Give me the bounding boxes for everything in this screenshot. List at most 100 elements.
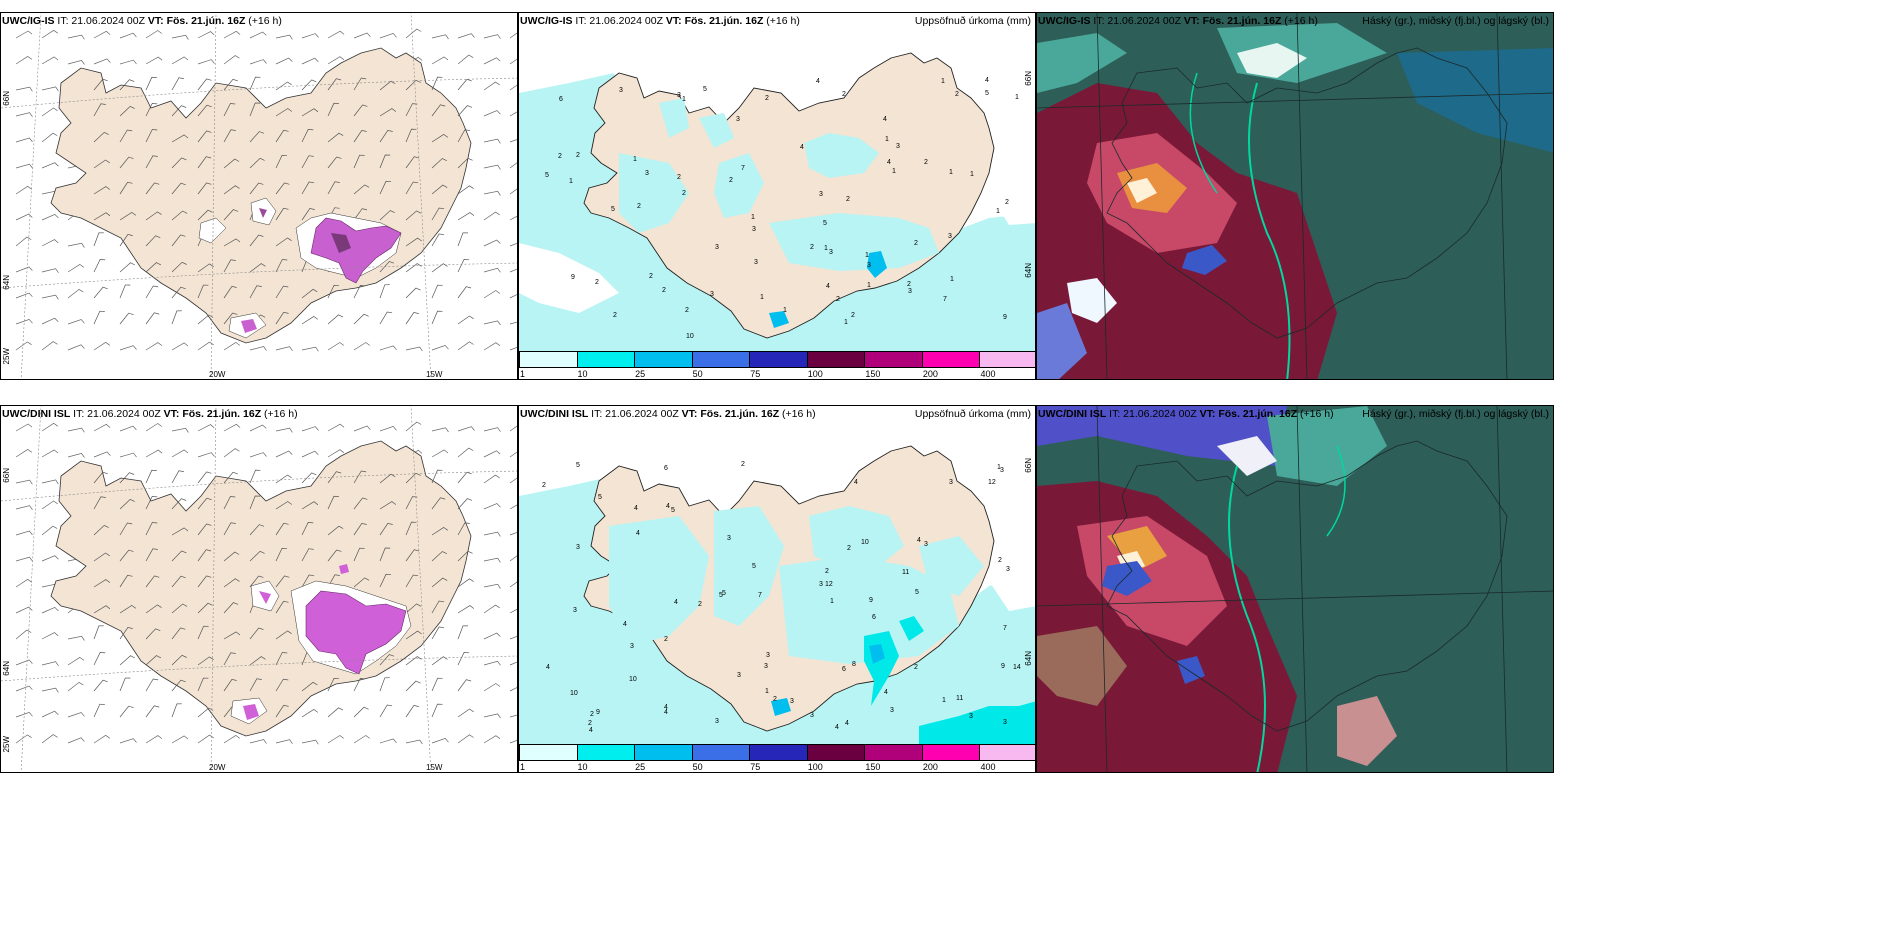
wind-barb	[15, 530, 33, 536]
wind-barb	[275, 522, 289, 536]
legend-label: 1	[520, 369, 526, 379]
wind-barb	[41, 294, 59, 300]
wind-barb	[171, 575, 186, 588]
legend-label: 25	[635, 762, 646, 772]
panel-wind-bottom: UWC/DINI ISL IT: 21.06.2024 00Z VT: Fös.…	[0, 405, 518, 773]
lead-time: (+16 h)	[248, 15, 282, 27]
wind-barb	[379, 738, 397, 744]
wind-barb	[327, 449, 345, 458]
wind-barb	[249, 346, 267, 351]
precip-sea-field	[519, 93, 1035, 353]
panel-variable-label: Háský (gr.), miðský (fj.bl.) og lágský (…	[1362, 15, 1549, 27]
lat-label-66n: 66N	[1024, 71, 1033, 86]
wind-barb	[171, 654, 187, 666]
wind-barb	[405, 128, 417, 143]
wind-barb	[41, 56, 59, 65]
legend-label: 150	[865, 762, 881, 772]
wind-barb	[171, 56, 189, 65]
wind-barb	[249, 31, 267, 39]
wind-barb	[67, 656, 85, 666]
wind-barb	[197, 656, 214, 666]
wind-barb	[483, 110, 501, 117]
wind-barb	[379, 345, 397, 351]
wind-barb	[93, 703, 105, 718]
wind-barb	[509, 139, 517, 143]
wind-barb	[483, 450, 501, 458]
wind-barb	[145, 342, 163, 351]
wind-barb	[119, 655, 136, 666]
wind-barb	[457, 157, 473, 169]
wind-barb	[249, 182, 264, 195]
wind-barb	[379, 180, 392, 195]
wind-barb	[249, 678, 262, 692]
wind-barb	[275, 57, 293, 65]
wind-barb	[119, 156, 134, 169]
wind-barb	[93, 605, 111, 614]
wind-barb	[119, 627, 133, 640]
wind-barb	[119, 452, 137, 458]
wind-barb	[405, 28, 422, 39]
wind-barb	[301, 501, 319, 510]
wind-barb	[67, 34, 85, 40]
wind-barb	[275, 155, 288, 169]
wind-barb	[15, 55, 33, 65]
wind-barb	[67, 427, 85, 433]
precip-land-patches	[619, 98, 939, 271]
wind-barb	[41, 525, 58, 536]
wind-barb	[327, 30, 345, 39]
wind-barb	[405, 549, 420, 562]
panel-precip-bottom: UWC/DINI ISL IT: 21.06.2024 00Z VT: Fös.…	[518, 405, 1036, 773]
wind-barb	[379, 547, 391, 562]
wind-barb	[249, 524, 265, 536]
wind-barb	[457, 652, 470, 666]
wind-barb	[197, 209, 213, 221]
wind-barb	[509, 477, 517, 484]
wind-barb	[509, 555, 517, 562]
wind-barb	[249, 59, 267, 65]
wind-barb	[509, 608, 517, 614]
wind-barb	[197, 130, 212, 143]
wind-barb	[197, 734, 214, 744]
legend-swatch	[864, 351, 923, 368]
wind-barb	[145, 155, 158, 169]
legend-label: 400	[980, 369, 996, 379]
wind-barb	[405, 181, 419, 195]
cloud-map	[1037, 406, 1553, 772]
wind-barb	[223, 679, 237, 692]
wind-barb	[327, 156, 342, 169]
wind-barb	[275, 739, 293, 745]
lon-label-15w: 15W	[426, 370, 443, 379]
wind-barb	[379, 523, 393, 536]
wind-barb	[93, 734, 111, 744]
wind-barb	[301, 522, 314, 536]
wind-barb	[171, 703, 182, 718]
lat-label-25w: 25W	[2, 348, 11, 365]
wind-barb	[67, 453, 85, 458]
wind-barb	[327, 707, 344, 718]
legend-label: 150	[865, 369, 881, 379]
wind-barb	[223, 522, 236, 536]
wind-barb	[405, 421, 422, 432]
wind-barb	[171, 310, 182, 325]
wind-barb	[353, 523, 367, 536]
wind-barb	[171, 603, 188, 614]
lon-label-20w: 20W	[209, 763, 226, 772]
wind-barb	[431, 427, 449, 433]
wind-barb	[67, 635, 85, 641]
panel-title: UWC/IG-IS IT: 21.06.2024 00Z VT: Fös. 21…	[2, 15, 282, 27]
valid-time: VT: Fös. 21.jún. 16Z	[665, 15, 764, 27]
wind-barb	[379, 130, 393, 143]
wind-barb	[41, 500, 58, 510]
wind-barb	[223, 471, 238, 484]
wind-barb	[405, 263, 422, 273]
wind-barb	[509, 84, 517, 91]
lat-label-66n: 66N	[2, 468, 11, 483]
wind-barb	[275, 129, 289, 143]
wind-barb	[301, 129, 314, 143]
legend-label: 50	[692, 762, 703, 772]
wind-barb	[379, 210, 395, 221]
wind-barb	[327, 314, 344, 325]
wind-barb	[327, 735, 345, 744]
wind-barb	[509, 294, 517, 299]
wind-barb	[119, 472, 135, 484]
